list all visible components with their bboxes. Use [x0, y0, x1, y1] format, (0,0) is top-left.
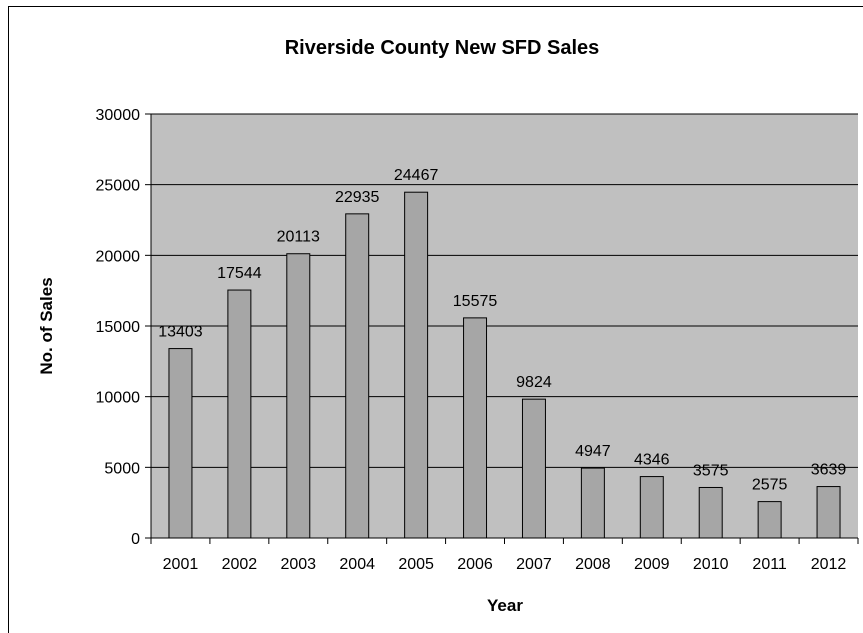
x-tick-label: 2006 [457, 556, 493, 573]
x-tick-label: 2001 [163, 556, 199, 573]
x-tick-label: 2003 [280, 556, 316, 573]
data-label: 13403 [158, 324, 203, 341]
y-tick-label: 15000 [96, 319, 141, 336]
bar [521, 398, 546, 539]
bar [345, 213, 370, 539]
x-tick-label: 2010 [693, 556, 729, 573]
bar [757, 501, 782, 539]
x-axis-title: Year [487, 596, 523, 615]
y-tick-label: 5000 [104, 460, 140, 477]
x-tick-label: 2004 [339, 556, 375, 573]
chart-title: Riverside County New SFD Sales [285, 37, 600, 59]
y-tick-label: 0 [131, 531, 140, 548]
y-tick-label: 30000 [96, 107, 141, 124]
y-axis-title: No. of Sales [37, 277, 56, 374]
data-label: 20113 [277, 229, 320, 246]
data-label: 24467 [394, 167, 439, 184]
x-tick-label: 2011 [752, 556, 787, 573]
x-tick-label: 2012 [811, 556, 847, 573]
x-tick-label: 2009 [634, 556, 670, 573]
x-tick-label: 2005 [398, 556, 434, 573]
data-label: 4346 [634, 452, 670, 469]
bar [404, 191, 429, 539]
data-label: 3639 [811, 462, 847, 479]
data-label: 3575 [693, 462, 729, 479]
data-label: 4947 [575, 443, 611, 460]
bar [286, 253, 311, 539]
bar [168, 348, 193, 539]
data-label: 15575 [453, 293, 498, 310]
data-label: 2575 [752, 477, 788, 494]
x-tick-label: 2007 [516, 556, 552, 573]
plot-area: 0 5000 10000 15000 20000 25000 30000 13403 2001 1… [96, 107, 859, 573]
bar [227, 289, 252, 539]
bar [580, 467, 605, 539]
data-label: 22935 [335, 189, 380, 206]
bar [816, 486, 841, 539]
y-tick-label: 20000 [96, 248, 141, 265]
bar [639, 476, 664, 539]
x-tick-label: 2002 [222, 556, 258, 573]
data-label: 17544 [217, 265, 262, 282]
y-tick-label: 10000 [96, 390, 141, 407]
x-tick-label: 2008 [575, 556, 611, 573]
bar [463, 317, 488, 539]
data-label: 9824 [516, 374, 552, 391]
bar [698, 486, 723, 539]
y-tick-label: 25000 [96, 178, 141, 195]
